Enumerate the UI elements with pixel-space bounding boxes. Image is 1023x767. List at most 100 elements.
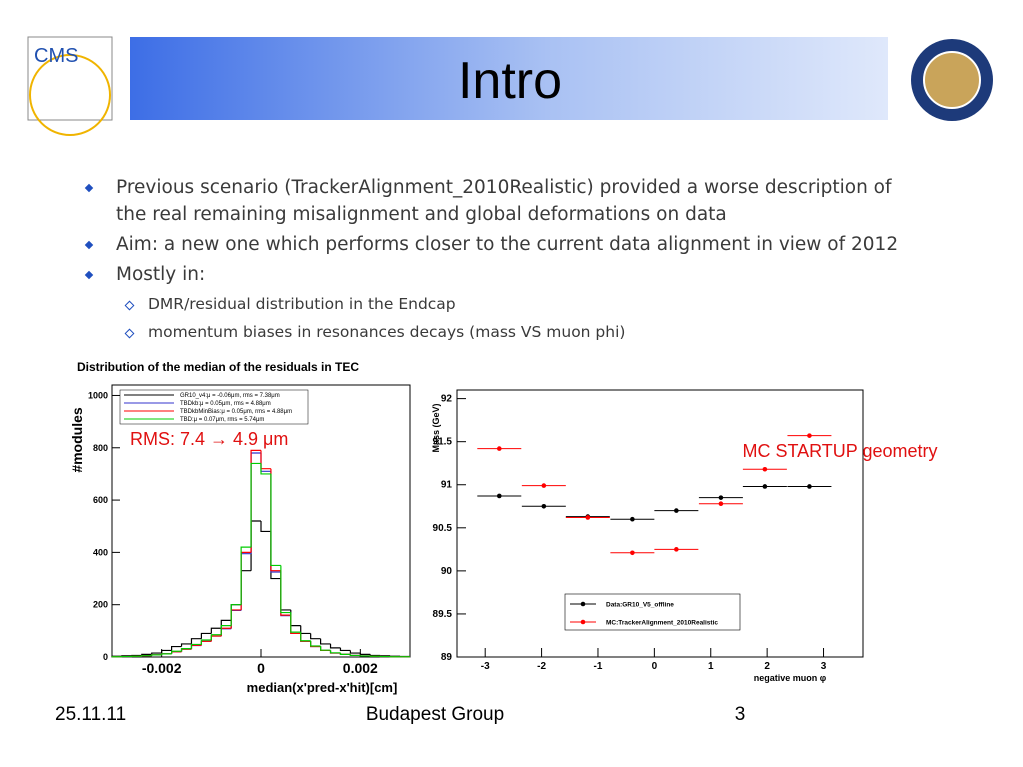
histogram-step	[290, 612, 301, 633]
legend-label: TBDkb:μ = 0.05μm, rms = 4.88μm	[180, 401, 271, 407]
x-tick-label: 0.002	[343, 660, 378, 676]
bullet: Previous scenario (TrackerAlignment_2010…	[80, 174, 910, 228]
bullet: Mostly in: DMR/residual distribution in t…	[80, 261, 910, 346]
histogram-step	[190, 638, 202, 644]
histogram-step	[320, 638, 331, 645]
y-tick-label: 400	[93, 547, 108, 557]
histogram-step	[339, 647, 351, 652]
legend-label: Data:GR10_V5_offline	[606, 602, 674, 609]
histogram-step	[240, 546, 252, 605]
seal-inner	[923, 51, 981, 109]
point	[674, 547, 679, 552]
sub-bullet: DMR/residual distribution in the Endcap	[116, 290, 910, 318]
histogram-step	[260, 521, 271, 533]
x-tick-label: -1	[594, 661, 603, 672]
y-tick-label: 600	[93, 495, 108, 505]
point	[762, 466, 768, 472]
histogram-step	[141, 655, 152, 657]
histogram-step	[230, 604, 242, 626]
x-axis-label: median(x'pred-x'hit)[cm]	[247, 680, 398, 695]
point	[585, 515, 591, 520]
histogram-step	[200, 639, 212, 645]
histogram-step	[329, 643, 341, 649]
histogram-step	[151, 654, 162, 656]
x-tick-label: -2	[537, 661, 546, 672]
point	[807, 484, 812, 489]
point	[674, 508, 679, 513]
sub-bullet: momentum biases in resonances decays (ma…	[116, 318, 910, 346]
point	[807, 433, 812, 438]
bullet-text: Previous scenario (TrackerAlignment_2010…	[116, 177, 892, 225]
legend-box	[564, 593, 741, 631]
x-tick-label: 1	[708, 661, 714, 672]
y-tick-label: 1000	[88, 390, 108, 400]
point	[496, 446, 502, 451]
histogram-step	[190, 643, 202, 649]
x-tick-label: 2	[764, 661, 770, 672]
point	[762, 484, 768, 489]
point	[718, 495, 724, 500]
histogram-step	[389, 655, 401, 657]
histogram-step	[339, 652, 351, 655]
logo-text: CMS	[34, 45, 78, 67]
histogram-step	[310, 640, 321, 647]
histogram-step	[329, 650, 341, 654]
histogram-step	[180, 648, 192, 652]
histogram-step	[260, 463, 271, 475]
logo-arc	[29, 54, 111, 136]
header-bar	[130, 37, 888, 120]
histogram-step	[171, 650, 182, 654]
histogram-step	[300, 632, 311, 642]
histogram-step	[310, 633, 321, 640]
y-axis-label: #modules	[69, 407, 85, 473]
point	[718, 501, 724, 506]
histogram-step	[220, 625, 232, 635]
bullet: Aim: a new one which performs closer to …	[80, 231, 910, 258]
footer-page: 3	[735, 704, 746, 725]
sub-bullet-text: momentum biases in resonances decays (ma…	[148, 323, 626, 341]
histogram-step	[320, 646, 331, 651]
y-tick-label: 91	[441, 480, 453, 491]
footer-date: 25.11.11	[55, 704, 126, 725]
y-tick-label: 89.5	[433, 609, 453, 620]
bullet-text: Aim: a new one which performs closer to …	[116, 234, 899, 255]
point	[630, 550, 635, 556]
y-axis-label: Mass (GeV)	[431, 403, 441, 452]
legend-marker	[580, 619, 586, 625]
chart-title: Distribution of the median of the residu…	[77, 360, 359, 374]
x-tick-label: -3	[481, 661, 490, 672]
y-tick-label: 90	[441, 566, 453, 577]
y-tick-label: 89	[441, 652, 453, 663]
bullet-marker	[84, 183, 94, 193]
point	[541, 483, 547, 488]
y-tick-label: 92	[441, 394, 453, 405]
histogram-step	[270, 473, 281, 567]
legend-box	[119, 389, 309, 425]
legend-label: TBD:μ = 0.07μm, rms = 5.74μm	[180, 417, 264, 423]
sub-marker	[124, 300, 135, 311]
histogram-step	[280, 565, 291, 614]
point	[541, 503, 547, 509]
x-tick-label: 0	[257, 660, 265, 676]
legend-label: GR10_v4:μ = -0.06μm, rms = 7.38μm	[180, 393, 280, 399]
footer-group: Budapest Group	[366, 704, 504, 725]
histogram-step	[250, 462, 261, 548]
legend-marker	[580, 601, 586, 607]
bullet-list: Previous scenario (TrackerAlignment_2010…	[80, 174, 910, 349]
x-tick-label: 3	[821, 661, 827, 672]
legend-label: TBDkbMinBias:μ = 0.05μm, rms = 4.88μm	[180, 409, 292, 415]
annotation: RMS: 7.4 → 4.9 μm	[130, 429, 288, 449]
point	[496, 493, 502, 499]
sub-bullet-text: DMR/residual distribution in the Endcap	[148, 295, 456, 313]
bullet-marker	[84, 270, 94, 280]
cms-logo	[27, 36, 113, 121]
bullet-marker	[84, 240, 94, 250]
histogram-step	[369, 654, 381, 657]
sub-marker	[124, 328, 135, 339]
legend-label: MC:TrackerAlignment_2010Realistic	[606, 620, 718, 627]
x-tick-label: 0	[652, 661, 658, 672]
histogram-step	[161, 649, 172, 654]
y-tick-label: 90.5	[433, 523, 453, 534]
